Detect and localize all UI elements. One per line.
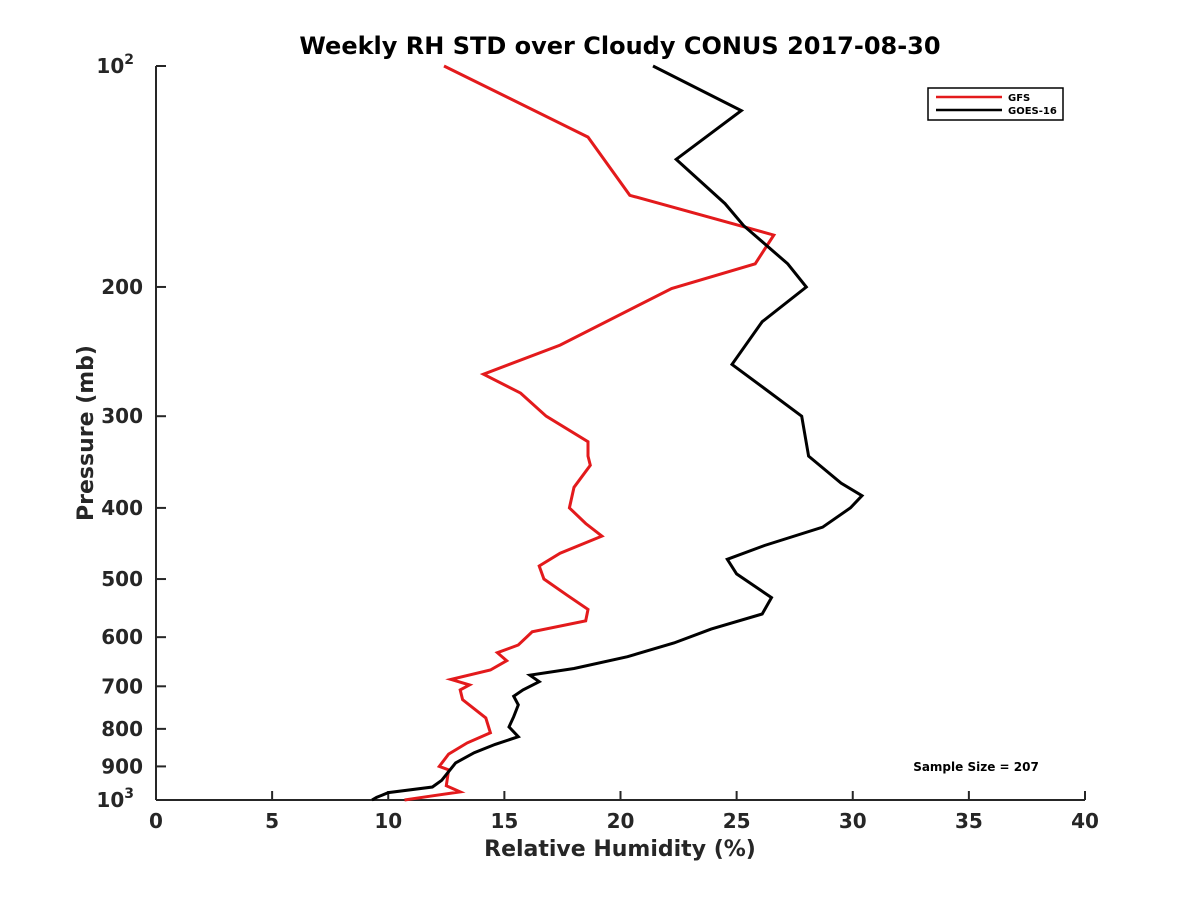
- x-tick-label: 15: [490, 809, 518, 833]
- legend-label-gfs: GFS: [1008, 93, 1030, 104]
- y-tick-label-base: 300: [101, 404, 143, 428]
- y-axis-label: Pressure (mb): [74, 345, 99, 521]
- x-tick-label: 10: [374, 809, 402, 833]
- x-tick-label: 25: [723, 809, 751, 833]
- plot-area: 0 5 10 15 20 25 30 35 40 10220030040050060070080…: [96, 52, 1099, 833]
- y-tick-label: 600: [101, 625, 143, 649]
- x-tick-label: 20: [607, 809, 635, 833]
- y-tick-label-base: 600: [101, 625, 143, 649]
- y-tick-label: 800: [101, 717, 143, 741]
- series-line-goes16: [371, 64, 865, 802]
- legend: GFS GOES-16: [927, 87, 1064, 121]
- y-tick-label-base: 500: [101, 567, 143, 591]
- y-tick-label: 102: [96, 52, 134, 78]
- chart-title: Weekly RH STD over Cloudy CONUS 2017-08-…: [299, 32, 940, 60]
- x-tick-label: 40: [1071, 809, 1099, 833]
- y-tick-label-base: 800: [101, 717, 143, 741]
- y-tick-label: 700: [101, 674, 143, 698]
- y-tick-label: 500: [101, 567, 143, 591]
- series-line-gfs: [404, 64, 777, 802]
- x-tick-label: 5: [265, 809, 279, 833]
- y-tick-label-base: 200: [101, 275, 143, 299]
- y-tick-label-exponent: 3: [124, 786, 134, 802]
- series-lines: [371, 64, 865, 802]
- y-tick-label-base: 700: [101, 674, 143, 698]
- y-tick-label: 103: [96, 786, 134, 812]
- y-tick-label: 400: [101, 496, 143, 520]
- y-tick-label: 200: [101, 275, 143, 299]
- x-tick-label: 30: [839, 809, 867, 833]
- y-tick-label-base: 10: [96, 788, 124, 812]
- y-tick-label-base: 10: [96, 54, 124, 78]
- sample-size-annotation: Sample Size = 207: [913, 760, 1039, 774]
- y-tick-label-base: 900: [101, 754, 143, 778]
- y-tick-label-exponent: 2: [124, 52, 134, 68]
- x-tick-label: 0: [149, 809, 163, 833]
- x-ticks: 0 5 10 15 20 25 30 35 40: [149, 791, 1099, 833]
- x-axis-label: Relative Humidity (%): [484, 837, 756, 862]
- y-tick-label: 300: [101, 404, 143, 428]
- x-tick-label: 35: [955, 809, 983, 833]
- legend-box: [927, 87, 1064, 121]
- y-tick-label-base: 400: [101, 496, 143, 520]
- y-tick-label: 900: [101, 754, 143, 778]
- legend-label-goes16: GOES-16: [1008, 106, 1057, 117]
